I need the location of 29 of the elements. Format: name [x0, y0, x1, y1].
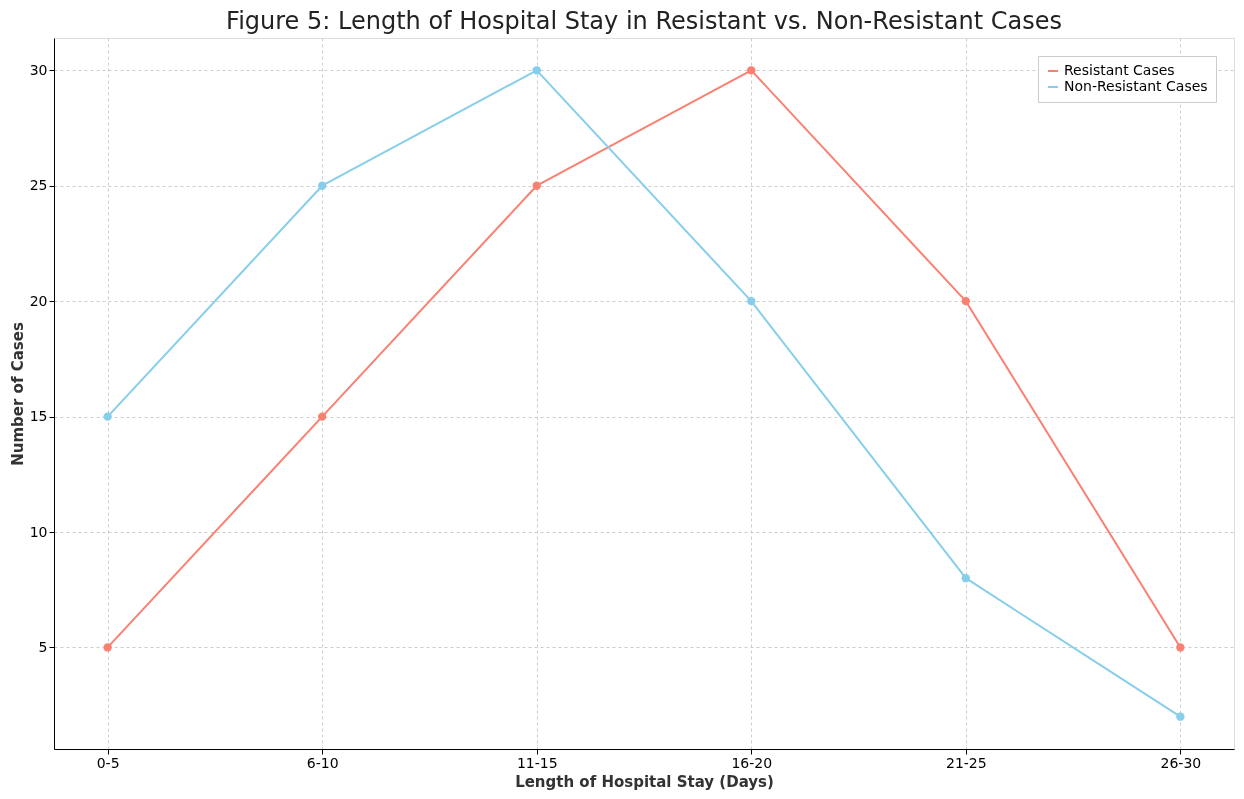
x-tick-label: 0-5	[96, 754, 120, 771]
y-tick-label: 15	[29, 408, 48, 425]
point	[103, 412, 112, 421]
point	[961, 296, 970, 306]
point	[318, 181, 327, 190]
point	[103, 643, 112, 652]
y-tick-label: 10	[29, 523, 48, 540]
point	[747, 296, 756, 306]
point	[1176, 712, 1185, 721]
x-tick-label: 26-30	[1160, 754, 1202, 771]
x-axis-title: Length of Hospital Stay (Days)	[515, 772, 774, 791]
point	[961, 574, 970, 583]
point	[747, 66, 756, 75]
y-tick-label: 25	[29, 177, 48, 194]
y-axis-title: Number of Cases	[8, 322, 27, 466]
x-tick-label: 6-10	[306, 754, 339, 771]
legend-label: Resistant Cases	[1064, 62, 1175, 78]
point	[532, 181, 541, 190]
x-tick-label: 11-15	[516, 754, 558, 771]
x-tick-label: 21-25	[945, 754, 987, 771]
chart-title: Figure 5: Length of Hospital Stay in Resistant vs. Non-Resistant Cases	[226, 7, 1062, 35]
y-tick-label: 20	[29, 292, 48, 309]
point	[532, 66, 541, 75]
point	[1176, 643, 1185, 652]
y-tick-label: 30	[29, 61, 48, 78]
point	[318, 412, 327, 421]
x-tick-label: 16-20	[731, 754, 773, 771]
legend-label: Non-Resistant Cases	[1064, 78, 1208, 94]
y-tick-label: 5	[38, 638, 48, 655]
